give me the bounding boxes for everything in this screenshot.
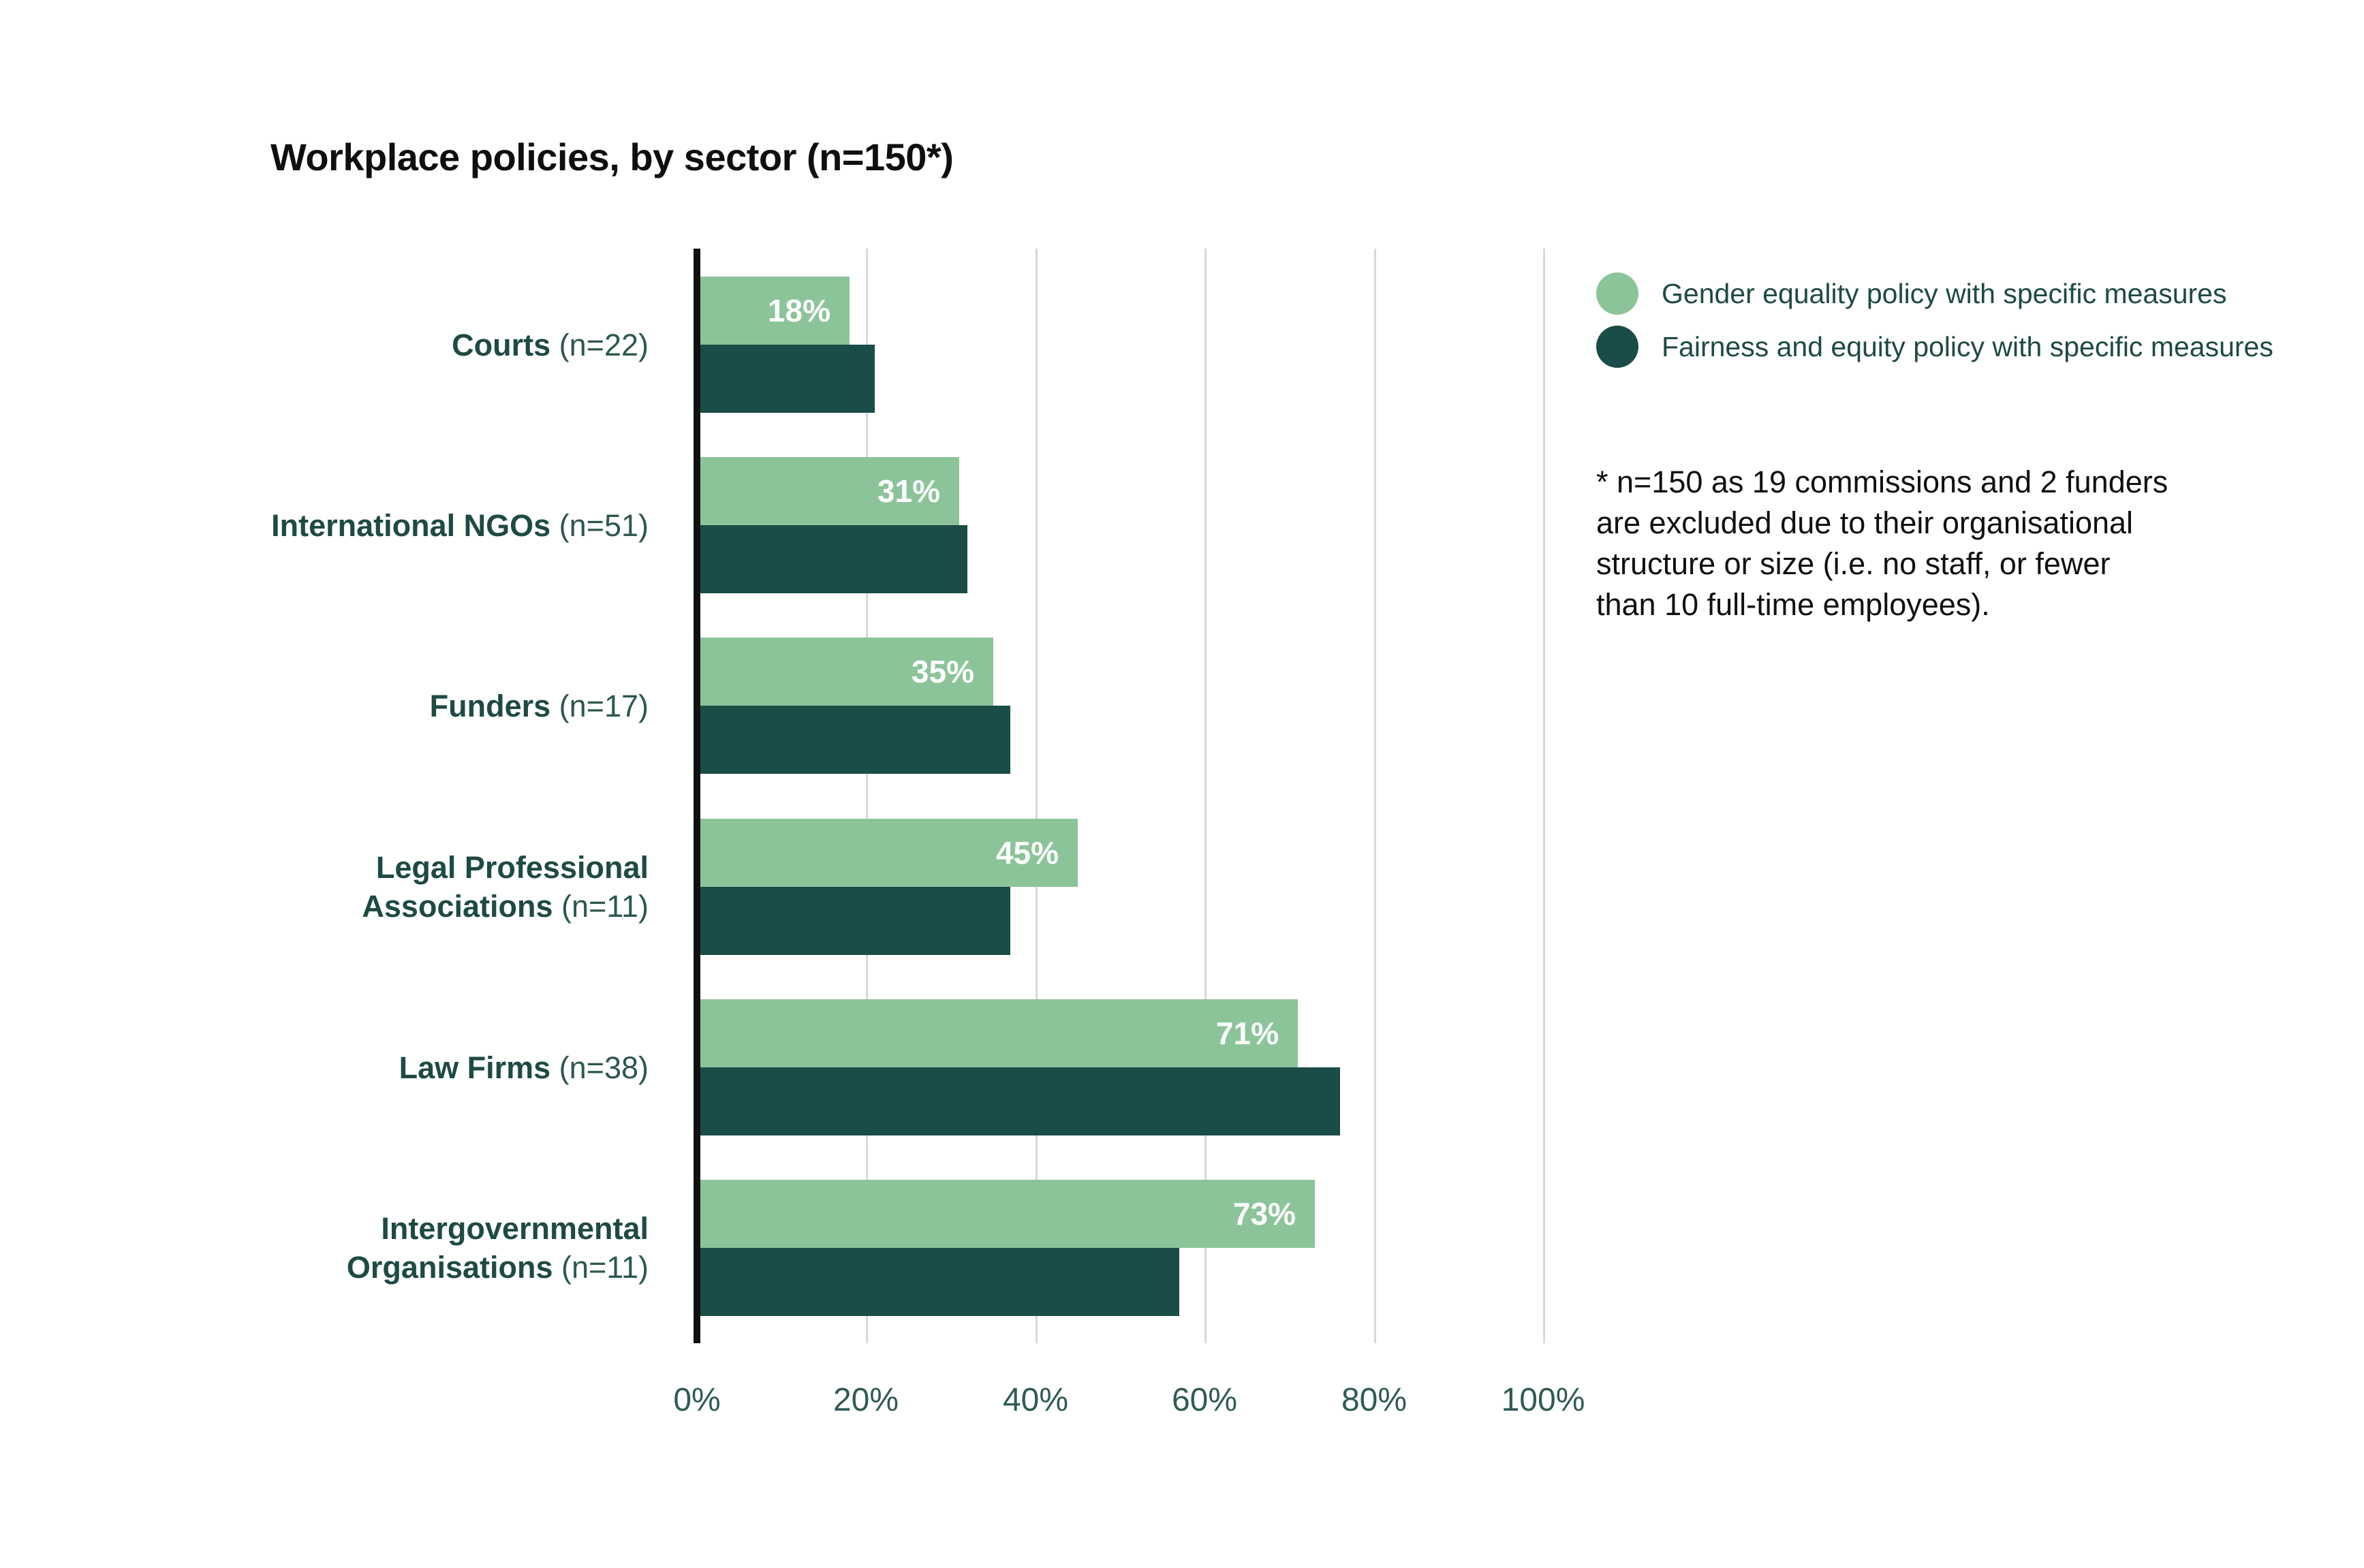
legend-swatch-fairness-equity-icon (1596, 326, 1638, 368)
category-n-label: (n=17) (559, 688, 649, 723)
category-label-4: Law Firms (n=38) (0, 999, 649, 1135)
category-label-1: International NGOs (n=51) (0, 457, 649, 593)
gridline (1374, 249, 1376, 1343)
bar-fairness-equity-2 (697, 706, 1010, 774)
legend-swatch-gender-equality-icon (1596, 272, 1638, 315)
category-label-text: Funders (n=17) (429, 688, 649, 723)
gridline (866, 249, 868, 1343)
bar-value-label: 71% (1215, 1016, 1279, 1051)
bar-value-label: 45% (995, 835, 1059, 871)
gridline (1204, 249, 1207, 1343)
x-tick-label-0pct: 0% (673, 1382, 721, 1418)
bar-gender-equality-3: 45% (697, 819, 1078, 887)
legend-item-gender-equality: Gender equality policy with specific mea… (1596, 272, 2318, 315)
bar-fairness-equity-5 (697, 1248, 1179, 1316)
bar-value-label: 18% (767, 293, 830, 328)
chart-title: Workplace policies, by sector (n=150*) (270, 136, 954, 178)
x-tick-label-20pct: 20% (833, 1382, 899, 1418)
category-label-3: Legal Professional Associations (n=11) (0, 819, 649, 955)
bar-value-label: 35% (911, 654, 974, 689)
bar-value-label: 31% (877, 473, 940, 509)
x-tick-label-100pct: 100% (1501, 1382, 1585, 1418)
legend: Gender equality policy with specific mea… (1596, 272, 2318, 378)
bar-gender-equality-5: 73% (697, 1180, 1315, 1248)
bar-gender-equality-1: 31% (697, 457, 959, 525)
gridline (1036, 249, 1038, 1343)
category-label-0: Courts (n=22) (0, 277, 649, 413)
category-label-text: Courts (n=22) (452, 327, 649, 362)
category-n-label: (n=51) (559, 507, 649, 543)
category-label-5: Intergovernmental Organisations (n=11) (0, 1180, 649, 1316)
bar-gender-equality-2: 35% (697, 638, 993, 706)
plot-area: 18% 31% 35% 45% 71% 73% (694, 249, 1545, 1343)
category-n-label: (n=38) (559, 1050, 649, 1085)
footnote: * n=150 as 19 commissions and 2 funders … (1596, 465, 2168, 622)
category-n-label: (n=11) (561, 889, 649, 924)
bar-value-label: 73% (1232, 1196, 1296, 1232)
bar-gender-equality-0: 18% (697, 277, 850, 345)
bar-gender-equality-4: 71% (697, 999, 1298, 1067)
legend-label-gender-equality: Gender equality policy with specific mea… (1662, 277, 2227, 309)
gridline (1543, 249, 1545, 1343)
category-label-text: International NGOs (n=51) (271, 507, 649, 543)
x-tick-label-40pct: 40% (1002, 1382, 1069, 1418)
category-label-text: Law Firms (n=38) (399, 1050, 649, 1085)
category-label-text: Intergovernmental Organisations (n=11) (346, 1211, 649, 1285)
category-n-label: (n=11) (561, 1250, 649, 1285)
y-axis-line (694, 249, 700, 1343)
category-label-2: Funders (n=17) (0, 638, 649, 774)
legend-label-fairness-equity: Fairness and equity policy with specific… (1662, 330, 2273, 362)
bar-fairness-equity-3 (697, 887, 1010, 955)
bar-fairness-equity-1 (697, 525, 967, 593)
category-n-label: (n=22) (559, 327, 649, 362)
category-label-text: Legal Professional Associations (n=11) (362, 850, 649, 924)
x-tick-label-60pct: 60% (1171, 1382, 1238, 1418)
legend-item-fairness-equity: Fairness and equity policy with specific… (1596, 325, 2318, 369)
x-tick-label-80pct: 80% (1341, 1382, 1407, 1418)
bar-fairness-equity-4 (697, 1067, 1340, 1135)
bar-fairness-equity-0 (697, 345, 875, 413)
